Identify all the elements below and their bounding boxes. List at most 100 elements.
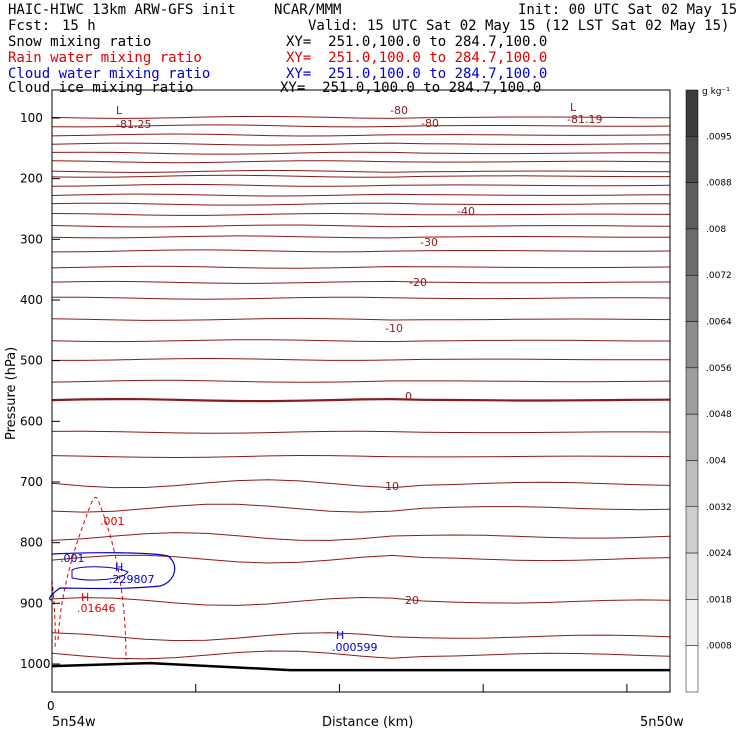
field-cloudwater-xy: XY= 251.0,100.0 to 284.7,100.0 <box>286 66 548 82</box>
header-init: Init: 00 UTC Sat 02 May 15 <box>518 2 738 18</box>
temperature-contour <box>52 357 671 361</box>
temperature-contour <box>51 632 671 642</box>
header-model: HAIC-HIWC 13km ARW-GFS init <box>8 2 236 18</box>
high-value: .229807 <box>109 573 155 586</box>
field-cloudwater-name: Cloud water mixing ratio <box>8 66 211 82</box>
colorbar-tick-label: .0088 <box>706 179 732 189</box>
temperature-contour <box>51 249 671 253</box>
temperature-contour <box>51 169 671 173</box>
high-value: .01646 <box>77 602 116 615</box>
colorbar-tick-label: .0095 <box>706 132 732 142</box>
low-value: -81.25 <box>116 118 151 131</box>
colorbar-segment <box>685 228 699 276</box>
temp-label: -80 <box>390 104 408 117</box>
high-marker: H <box>115 561 123 574</box>
colorbar-segment <box>685 136 699 183</box>
temperature-contour <box>51 397 671 403</box>
field-snow-xy: XY= 251.0,100.0 to 284.7,100.0 <box>286 34 548 50</box>
field-rain-name: Rain water mixing ratio <box>8 50 202 66</box>
temperature-contour <box>51 454 671 459</box>
x-zero-label: 0 <box>47 699 55 713</box>
colorbar-tick-label: .0056 <box>706 364 732 374</box>
colorbar-segment <box>685 552 699 600</box>
colorbar-segment <box>685 182 699 230</box>
colorbar-tick-label: .004 <box>706 456 726 466</box>
colorbar-segment <box>685 599 699 646</box>
y-tick-label: 200 <box>20 172 43 186</box>
colorbar-tick-label: .0024 <box>706 549 732 559</box>
y-tick-label: 100 <box>20 111 43 125</box>
temperature-contour <box>51 479 671 489</box>
temperature-contour <box>51 235 670 239</box>
y-axis-label: Pressure (hPa) <box>4 347 19 440</box>
colorbar-tick-label: .0064 <box>706 318 732 328</box>
field-rain-xy: XY= 251.0,100.0 to 284.7,100.0 <box>286 50 548 66</box>
temp-label: 20 <box>405 594 419 607</box>
temperature-contour <box>51 379 671 383</box>
temperature-contour <box>51 503 671 513</box>
colorbar-unit: g kg⁻¹ <box>702 87 730 97</box>
cloud-contour <box>71 566 129 581</box>
colorbar-tick-label: .008 <box>706 225 726 235</box>
temperature-contour <box>51 317 671 321</box>
header-valid: Valid: 15 UTC Sat 02 May 15 (12 LST Sat … <box>308 18 730 34</box>
header-fcst-label: Fcst: <box>8 18 51 34</box>
colorbar-segment <box>685 645 699 693</box>
plot-frame <box>51 89 671 693</box>
y-tick-label: 700 <box>20 475 43 489</box>
colorbar-segment <box>685 367 699 415</box>
temperature-contour <box>51 124 671 128</box>
colorbar: .0095 .0088 .008 .0072 .0064 .0056 .0048 .004 .0… <box>685 89 732 693</box>
colorbar-segment <box>685 274 699 322</box>
temperature-contour <box>51 224 671 228</box>
header-org: NCAR/MMM <box>274 2 342 18</box>
temperature-contour <box>51 133 671 137</box>
x-left-label: 5n54w <box>52 715 96 730</box>
x-right-label: 5n50w <box>640 715 684 730</box>
x-axis-label: Distance (km) <box>322 715 413 730</box>
temperature-contour <box>51 339 670 343</box>
temperature-contour <box>51 202 670 206</box>
temp-label: -40 <box>457 205 475 218</box>
cloud-contour <box>49 552 176 601</box>
temperature-contour <box>51 265 671 269</box>
colorbar-tick-label: .0018 <box>706 595 732 605</box>
colorbar-segment <box>685 506 699 554</box>
colorbar-segment <box>685 89 699 137</box>
temp-label: -10 <box>385 322 403 335</box>
high-marker: H <box>336 629 344 642</box>
temperature-contour <box>51 650 671 660</box>
header-fcst-value: 15 h <box>62 18 96 34</box>
y-tick-label: 300 <box>20 232 43 246</box>
field-snow-name: Snow mixing ratio <box>8 34 152 50</box>
colorbar-tick-label: .0032 <box>706 503 732 513</box>
temp-label: -20 <box>409 276 427 289</box>
colorbar-tick-label: .0048 <box>706 410 732 420</box>
colorbar-segment <box>685 321 699 369</box>
temp-label: -30 <box>420 236 438 249</box>
temperature-contour <box>51 430 671 434</box>
temperature-contour <box>51 554 671 564</box>
ground-line <box>51 661 670 672</box>
y-tick-label: 800 <box>20 536 43 550</box>
temp-label: -80 <box>421 117 439 130</box>
cloud-contour-label: .001 <box>60 552 85 565</box>
temperature-contour <box>51 296 671 300</box>
colorbar-tick-label: .0008 <box>706 642 732 652</box>
temperature-contour <box>51 212 671 216</box>
y-tick-label: 400 <box>20 293 43 307</box>
temperature-contour <box>51 115 671 119</box>
temperature-contour <box>51 183 671 187</box>
low-marker: L <box>116 104 123 117</box>
temperature-contour <box>51 151 671 155</box>
temp-label: 10 <box>385 480 399 493</box>
rain-contour-label: .001 <box>100 515 125 528</box>
temperature-contour <box>51 160 671 164</box>
temperature-contour <box>51 532 671 541</box>
temp-label: 0 <box>405 390 412 403</box>
temperature-contour <box>51 174 670 178</box>
temperature-contour <box>51 193 671 197</box>
low-value: -81.19 <box>567 113 602 126</box>
temperature-contour <box>51 596 671 606</box>
